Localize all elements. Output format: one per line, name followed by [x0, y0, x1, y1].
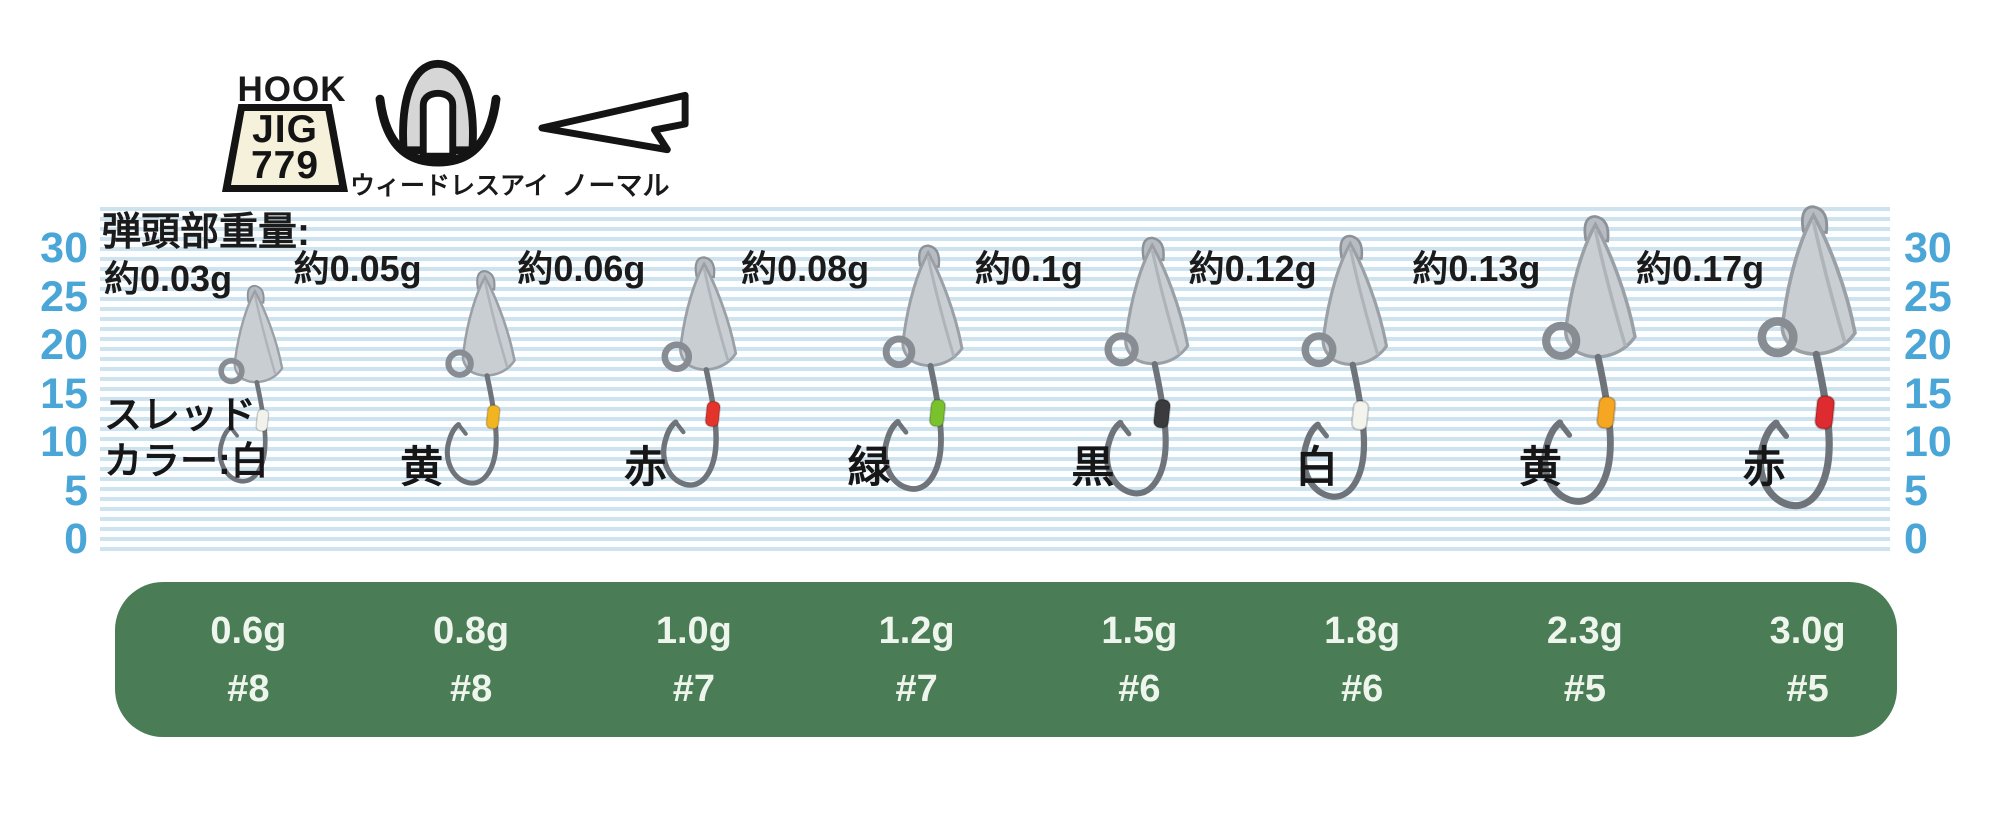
spec-bar: 0.6g #8 0.8g #8 1.0g #7 1.2g #7 1.5g #6 … — [115, 582, 1897, 737]
ruler-tick: 20 — [1904, 321, 1952, 369]
spec-hook-size: #8 — [449, 667, 493, 710]
jig-columns: 約0.03g スレッド カラー:白 約0.05g 黄 約0.06g 赤 約0.0… — [100, 207, 1890, 553]
ruler-tick: 25 — [40, 272, 88, 321]
head-weight-label: 約0.17g — [1636, 248, 1765, 289]
spec-weight: 1.2g — [878, 609, 955, 652]
thread-color-label: 緑 — [847, 444, 891, 492]
jig-column-5: 約0.1g 黒 — [975, 207, 1219, 553]
jig-column-6: 約0.12g 白 — [1189, 207, 1443, 553]
size-chart-area: 弾頭部重量: 約0.03g スレッド カラー:白 約0.05g 黄 約0.06g… — [100, 207, 1890, 553]
jig-779-badge-face: JIG 779 — [231, 111, 339, 185]
badge-text-779: 779 — [250, 144, 320, 187]
ruler-tick: 25 — [1904, 272, 1952, 321]
head-weight-label: 約0.12g — [1188, 248, 1317, 289]
ruler-tick: 5 — [64, 466, 88, 515]
jig-column-4: 約0.08g 緑 — [741, 207, 995, 553]
spec-hook-size: #8 — [227, 667, 270, 710]
thread-color-label: 黄 — [400, 444, 444, 492]
spec-weight: 1.0g — [655, 609, 732, 652]
thread-caption-line2: カラー:白 — [104, 441, 269, 483]
jig-column-1: 約0.03g スレッド カラー:白 — [100, 207, 324, 553]
spec-hook-size: #6 — [1340, 667, 1384, 710]
spec-hook-size: #7 — [672, 667, 716, 710]
ruler-tick: 10 — [40, 418, 88, 466]
ruler-tick: 15 — [40, 369, 88, 418]
ruler-tick: 20 — [40, 321, 88, 369]
weedless-eye-label: ウィードレスアイ — [350, 172, 549, 200]
head-weight-label: 約0.05g — [293, 248, 422, 289]
spec-hook-size: #5 — [1563, 667, 1607, 710]
thread-color-label: 黒 — [1071, 444, 1115, 492]
spec-weight: 0.8g — [433, 609, 510, 652]
head-weight-label: 約0.06g — [517, 248, 646, 289]
thread-color-label: 赤 — [623, 444, 667, 492]
ruler-left: 30 25 20 15 10 5 0 — [24, 227, 88, 561]
ruler-right: 30 25 20 15 10 5 0 — [1904, 227, 1968, 561]
spec-cell: 0.6g #8 — [137, 610, 360, 710]
hook-heading: HOOK — [237, 70, 347, 109]
normal-label: ノーマル — [561, 171, 670, 201]
spec-hook-size: #6 — [1118, 667, 1161, 710]
head-weight-label: 約0.03g — [104, 258, 233, 299]
head-weight-label: 約0.13g — [1412, 248, 1541, 289]
ruler-tick: 30 — [1904, 224, 1952, 272]
head-weight-label: 約0.08g — [741, 248, 870, 289]
ruler-tick: 30 — [40, 224, 88, 272]
weedless-eye-icon — [375, 59, 501, 167]
normal-arrow-icon — [538, 91, 689, 154]
spec-weight: 3.0g — [1769, 609, 1846, 652]
thread-color-caption: スレッド カラー:白 — [104, 393, 269, 485]
spec-cell: 1.2g #7 — [805, 610, 1028, 710]
jig-column-7: 約0.13g 黄 — [1412, 207, 1667, 553]
spec-weight: 1.8g — [1324, 609, 1401, 652]
spec-cell: 1.5g #6 — [1028, 610, 1251, 710]
ruler-tick: 5 — [1904, 466, 1928, 515]
spec-cell: 2.3g #5 — [1474, 610, 1697, 710]
thread-color-label: 黄 — [1518, 444, 1562, 492]
thread-color-label: 赤 — [1742, 444, 1786, 492]
jig-column-2: 約0.05g 黄 — [294, 207, 548, 553]
spec-hook-size: #5 — [1786, 667, 1829, 710]
head-weight-title: 弾頭部重量: — [102, 211, 310, 254]
ruler-tick: 10 — [1904, 418, 1952, 466]
jig-column-8: 約0.17g 赤 — [1636, 207, 1890, 553]
spec-weight: 1.5g — [1101, 609, 1178, 652]
spec-weight: 2.3g — [1546, 609, 1623, 652]
spec-cell: 1.8g #6 — [1251, 610, 1474, 710]
jig-779-badge: JIG 779 — [222, 104, 348, 192]
spec-hook-size: #7 — [895, 667, 938, 710]
ruler-tick: 0 — [1904, 515, 1928, 563]
jig-column-3: 約0.06g 赤 — [517, 207, 772, 553]
thread-caption-line1: スレッド — [104, 395, 257, 437]
thread-color-label: 白 — [1295, 444, 1339, 492]
ruler-tick: 0 — [64, 515, 88, 563]
badge-text-jig: JIG — [252, 108, 318, 151]
ruler-tick: 15 — [1904, 369, 1952, 418]
head-weight-label: 約0.1g — [974, 248, 1083, 289]
spec-cell: 0.8g #8 — [360, 610, 583, 710]
spec-cell: 3.0g #5 — [1696, 610, 1919, 710]
spec-weight: 0.6g — [210, 609, 287, 652]
spec-cell: 1.0g #7 — [583, 610, 806, 710]
